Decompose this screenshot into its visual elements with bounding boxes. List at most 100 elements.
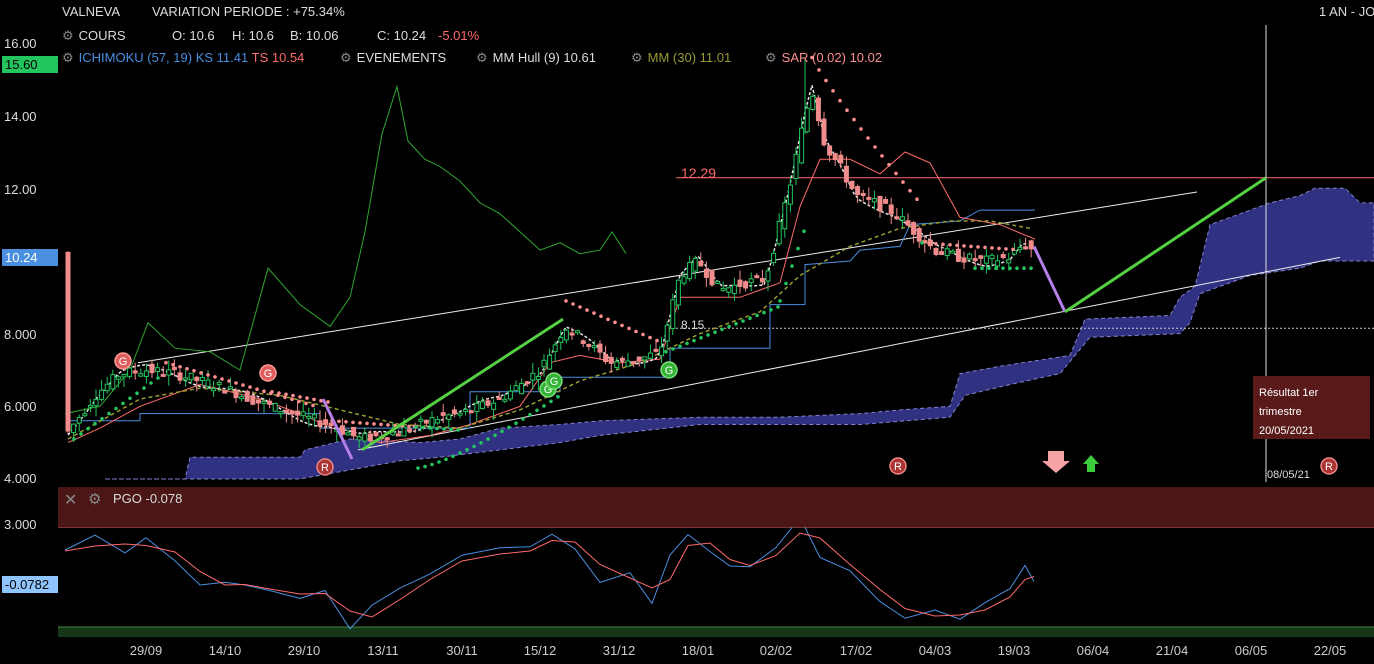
sar-dot xyxy=(769,308,773,312)
candle-body xyxy=(233,389,239,399)
x-tick-label: 29/09 xyxy=(129,643,163,658)
gear-icon[interactable]: ⚙ xyxy=(631,50,643,65)
sar-dot xyxy=(866,136,870,140)
open-value: O: 10.6 xyxy=(172,28,215,43)
candle-body xyxy=(563,329,569,341)
sar-dot xyxy=(1029,266,1033,271)
gear-icon[interactable]: ⚙ xyxy=(340,50,352,65)
sar-dot xyxy=(941,242,945,247)
ichimoku-label: ICHIMOKU (57, 19) xyxy=(78,50,193,65)
candle-body xyxy=(71,423,77,433)
sar-dot xyxy=(692,338,696,343)
change-value: -5.01% xyxy=(438,28,480,43)
candle-body xyxy=(995,260,1001,267)
candle-body xyxy=(267,400,273,405)
candle-body xyxy=(171,366,177,371)
sar-dot xyxy=(121,401,125,406)
y-tick-label: 16.00 xyxy=(4,36,37,51)
legend-mm30[interactable]: ⚙ MM (30) 11.01 xyxy=(631,50,731,66)
sar-dot xyxy=(372,422,376,426)
legend-ichimoku[interactable]: ⚙ ICHIMOKU (57, 19) KS 11.41 TS 10.54 xyxy=(62,50,304,66)
period-selector[interactable]: 1 AN - JO xyxy=(1319,4,1374,19)
candle-body xyxy=(149,363,155,374)
sar-dot xyxy=(164,360,168,365)
sar-dot xyxy=(421,425,425,430)
legend-cours[interactable]: ⚙ COURS xyxy=(62,28,126,44)
candle-body xyxy=(401,426,407,437)
sar-dot xyxy=(887,162,891,167)
sar-dot xyxy=(416,466,420,470)
candle-body xyxy=(720,287,726,291)
candle-body xyxy=(799,127,805,164)
sar-dot xyxy=(437,460,441,464)
sar-dot xyxy=(655,338,659,343)
close-icon[interactable]: ✕ xyxy=(64,492,78,509)
legend-hull[interactable]: ⚙ MM Hull (9) 10.61 xyxy=(476,50,596,66)
candle-body xyxy=(524,381,530,385)
candle-body xyxy=(888,204,894,215)
gear-icon[interactable]: ⚙ xyxy=(476,50,488,65)
ichimoku-ts: TS 10.54 xyxy=(251,50,305,65)
last-price-label: 10.24 xyxy=(2,249,58,266)
candle-body xyxy=(76,417,82,424)
candle-body xyxy=(603,353,609,363)
arrow-down-icon xyxy=(1042,451,1070,473)
sar-dot xyxy=(107,411,111,416)
legend-sar[interactable]: ⚙ SAR (0.02) 10.02 xyxy=(765,50,882,66)
candle-body xyxy=(244,390,250,402)
sar-dot xyxy=(859,127,863,131)
candle-body xyxy=(541,359,547,368)
sar-dot xyxy=(192,369,196,373)
sar-dot xyxy=(234,381,238,385)
candle-body xyxy=(771,252,777,264)
candle-body xyxy=(709,269,715,286)
sar-dot xyxy=(128,396,132,401)
candle-body xyxy=(339,425,345,435)
candle-body xyxy=(860,192,866,196)
sar-dot xyxy=(973,266,977,271)
sar-dot xyxy=(337,419,341,424)
candle-body xyxy=(289,410,295,415)
x-tick-label: 02/02 xyxy=(759,643,793,658)
sar-dot xyxy=(358,421,362,425)
sar-dot xyxy=(838,98,842,103)
candle-body xyxy=(110,374,116,390)
sar-dot xyxy=(852,117,856,122)
sar-dot xyxy=(564,299,568,303)
sar-dot xyxy=(796,246,800,251)
candle-body xyxy=(474,402,480,413)
candle-body xyxy=(328,422,334,427)
sar-dot xyxy=(456,428,460,432)
candle-body xyxy=(586,344,592,348)
gear-icon[interactable]: ⚙ xyxy=(62,50,74,65)
candle-body xyxy=(547,354,553,370)
sar-dot xyxy=(810,55,814,60)
sar-dot xyxy=(556,394,560,399)
x-tick-label: 31/12 xyxy=(602,643,636,658)
gear-icon[interactable]: ⚙ xyxy=(88,491,102,508)
sar-dot xyxy=(472,444,476,449)
candle-body xyxy=(653,348,659,352)
close-value: C: 10.24 xyxy=(377,28,427,43)
gear-icon[interactable]: ⚙ xyxy=(62,28,74,43)
candle-body xyxy=(155,367,161,372)
candle-body xyxy=(827,145,833,156)
candle-body xyxy=(642,356,648,361)
pgo-last-label: -0.0782 xyxy=(2,576,58,593)
sar-dot xyxy=(458,451,462,455)
y-tick-label: 4.000 xyxy=(4,471,37,486)
sar-dot xyxy=(430,462,434,467)
candle-body xyxy=(435,419,441,424)
sar-dot xyxy=(465,448,469,452)
candle-body xyxy=(390,431,396,436)
sar-dot xyxy=(1015,266,1019,271)
sar-label: SAR (0.02) 10.02 xyxy=(781,50,883,65)
legend-evenements[interactable]: ⚙ EVENEMENTS xyxy=(340,50,446,66)
sar-dot xyxy=(664,350,668,354)
candle-body xyxy=(227,386,233,390)
signal-marker-g-label: G xyxy=(264,368,273,380)
candle-body xyxy=(832,153,838,160)
gear-icon[interactable]: ⚙ xyxy=(765,50,777,65)
sar-dot xyxy=(500,429,504,434)
